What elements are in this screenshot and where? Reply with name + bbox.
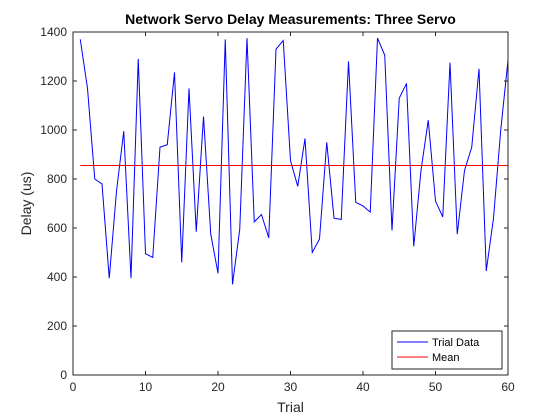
x-tick-label: 20	[211, 380, 225, 394]
legend-label: Mean	[432, 352, 460, 364]
y-tick-label: 1200	[40, 74, 67, 88]
x-tick-label: 10	[139, 380, 153, 394]
x-tick-label: 30	[284, 380, 298, 394]
chart-title: Network Servo Delay Measurements: Three …	[125, 11, 456, 27]
x-tick-label: 0	[70, 380, 77, 394]
y-tick-label: 400	[47, 270, 67, 284]
legend: Trial Data Mean	[391, 330, 503, 370]
x-tick-label: 40	[356, 380, 370, 394]
y-tick-label: 200	[47, 319, 67, 333]
y-tick-label: 1400	[40, 25, 67, 39]
y-tick-label: 1000	[40, 123, 67, 137]
y-tick-label: 0	[60, 368, 67, 382]
y-axis-label: Delay (us)	[18, 172, 34, 236]
plot-area	[73, 32, 508, 375]
x-axis-label: Trial	[277, 399, 304, 415]
legend-label: Trial Data	[432, 337, 480, 349]
y-tick-label: 800	[47, 172, 67, 186]
x-tick-label: 50	[429, 380, 443, 394]
legend-box	[391, 330, 503, 370]
data-layer	[79, 37, 509, 285]
x-tick-label: 60	[501, 380, 515, 394]
y-tick-label: 600	[47, 221, 67, 235]
series-line-trial-data	[79, 37, 509, 285]
